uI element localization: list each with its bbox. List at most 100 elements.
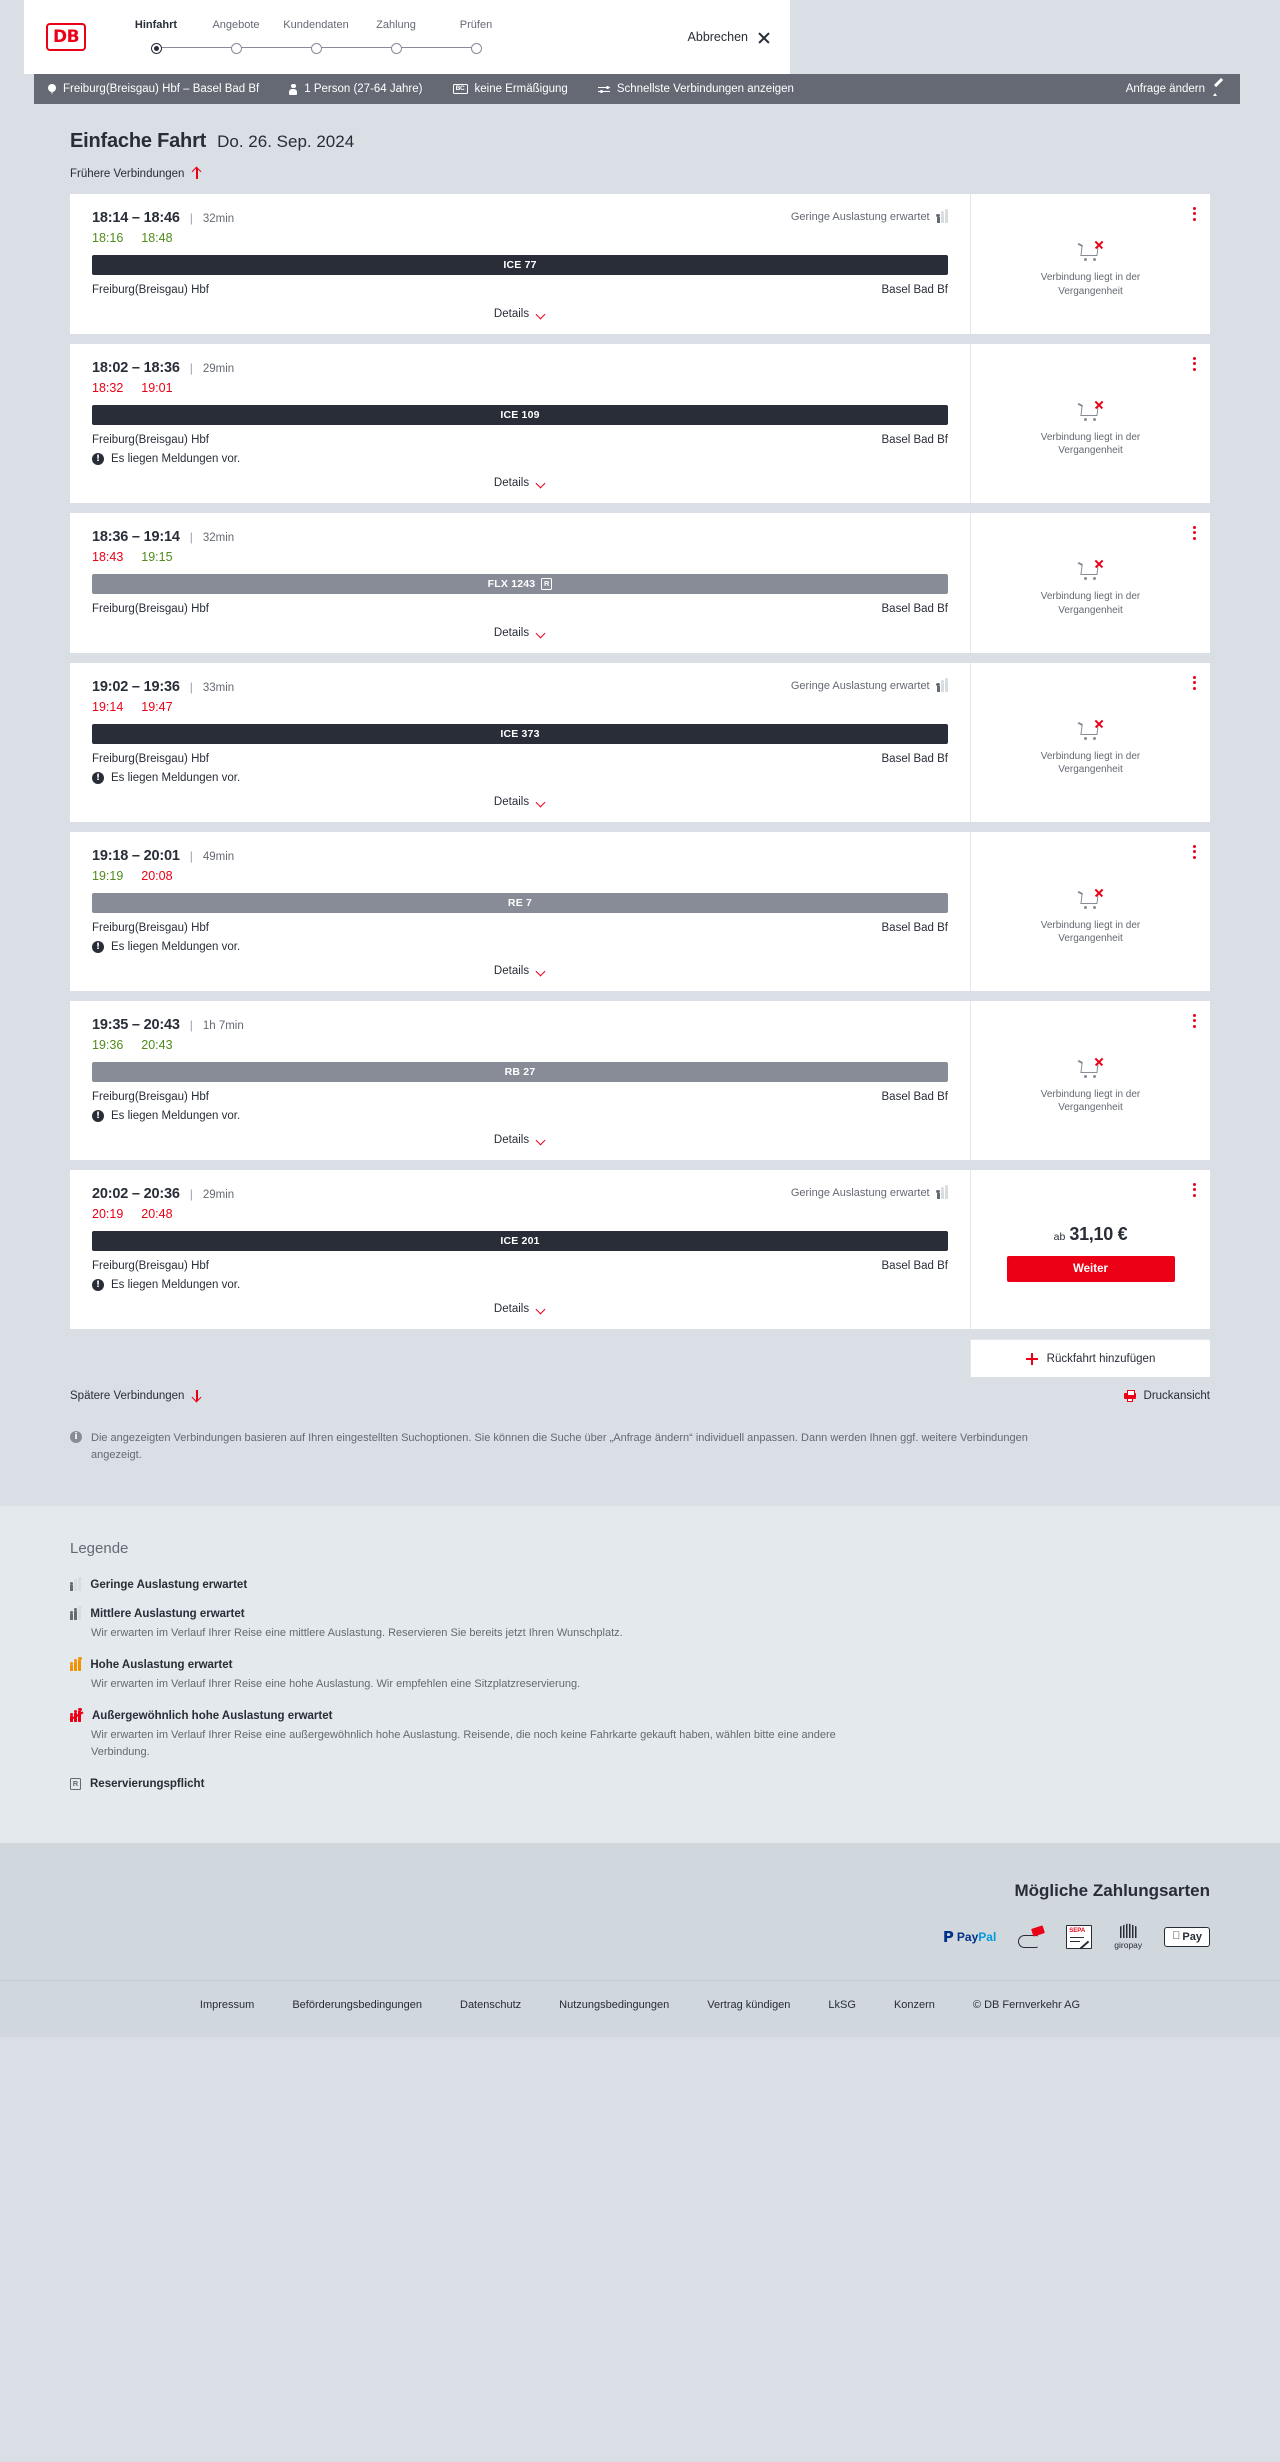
apple-pay-icon:  Pay <box>1164 1926 1210 1947</box>
time-row: 20:02 – 20:36 | 29min <box>92 1186 948 1202</box>
details-toggle[interactable]: Details <box>92 477 948 489</box>
messages-notice[interactable]: ! Es liegen Meldungen vor. <box>92 941 948 953</box>
details-toggle[interactable]: Details <box>92 627 948 639</box>
chevron-down-icon <box>536 1137 546 1144</box>
step-kundendaten[interactable]: Kundendaten <box>276 19 356 55</box>
print-view-button[interactable]: Druckansicht <box>1123 1389 1210 1402</box>
change-request-label: Anfrage ändern <box>1125 83 1205 95</box>
legend-head: Außergewöhnlich hohe Auslastung erwartet <box>69 1707 1280 1722</box>
more-options-button[interactable] <box>1193 207 1196 221</box>
step-pruefen[interactable]: Prüfen <box>436 19 516 55</box>
exclamation-icon: ! <box>92 941 104 953</box>
more-options-button[interactable] <box>1193 845 1196 859</box>
footer-link[interactable]: Impressum <box>199 1999 255 2012</box>
footer-link[interactable]: Beförderungsbedingungen <box>292 1999 422 2012</box>
connection-action-panel: ab 31,10 € Weiter <box>970 1170 1210 1329</box>
step-label: Prüfen <box>459 19 493 31</box>
train-line-bar[interactable]: FLX 1243 R <box>92 574 948 594</box>
realtime-row: 19:19 20:08 <box>92 869 948 883</box>
footer-link[interactable]: Konzern <box>893 1999 935 2012</box>
details-toggle[interactable]: Details <box>92 1303 948 1315</box>
duration-label: 33min <box>202 682 235 694</box>
legend-item: Außergewöhnlich hohe Auslastung erwartet… <box>69 1707 1280 1761</box>
step-zahlung[interactable]: Zahlung <box>356 19 436 55</box>
criteria-route[interactable]: Freiburg(Breisgau) Hbf – Basel Bad Bf <box>48 83 259 95</box>
add-return-trip-button[interactable]: Rückfahrt hinzufügen <box>970 1339 1210 1377</box>
cancel-button[interactable]: Abbrechen <box>688 30 770 44</box>
step-dot-wrap <box>150 41 162 55</box>
criteria-discount[interactable]: BC keine Ermäßigung <box>452 83 568 95</box>
step-hinfahrt[interactable]: Hinfahrt <box>116 19 196 55</box>
continue-button[interactable]: Weiter <box>1006 1255 1175 1282</box>
connection-details: 18:36 – 19:14 | 32min 18:43 19:15 FLX 1243 R Fr… <box>70 513 970 653</box>
criteria-passengers[interactable]: 1 Person (27-64 Jahre) <box>289 83 423 95</box>
train-line-bar[interactable]: RB 27 <box>92 1062 948 1082</box>
connection-card[interactable]: 19:35 – 20:43 | 1h 7min 19:36 20:43 RB 27 Frei… <box>70 1001 1210 1160</box>
legend-description: Wir erwarten im Verlauf Ihrer Reise eine… <box>91 1627 623 1640</box>
more-options-button[interactable] <box>1193 676 1196 690</box>
messages-notice[interactable]: ! Es liegen Meldungen vor. <box>92 453 948 465</box>
connection-card[interactable]: 18:36 – 19:14 | 32min 18:43 19:15 FLX 1243 R Fr… <box>70 513 1210 653</box>
scheduled-time-range: 18:14 – 18:46 <box>92 210 180 226</box>
train-line-bar[interactable]: ICE 201 <box>92 1231 948 1251</box>
realtime-row: 20:19 20:48 <box>92 1207 948 1221</box>
occupancy-indicator: Geringe Auslastung erwartet <box>791 677 949 692</box>
occupancy-bar <box>940 1187 945 1199</box>
occupancy-bar <box>944 677 949 692</box>
list-footer-nav: Spätere Verbindungen Druckansicht <box>70 1389 1210 1402</box>
messages-notice[interactable]: ! Es liegen Meldungen vor. <box>92 772 948 784</box>
footer-link[interactable]: Vertrag kündigen <box>707 1999 791 2012</box>
criteria-passengers-label: 1 Person (27-64 Jahre) <box>304 83 423 95</box>
past-connection-label: Verbindung liegt in der Vergangenheit <box>1040 919 1141 945</box>
occupancy-bar <box>69 1661 74 1671</box>
footer-links-section: Impressum Beförderungsbedingungen Datensch… <box>0 1980 1280 2038</box>
destination-station: Basel Bad Bf <box>881 434 948 446</box>
connection-details: 18:02 – 18:36 | 29min 18:32 19:01 ICE 109 Frei… <box>70 344 970 503</box>
more-options-button[interactable] <box>1193 1014 1196 1028</box>
origin-station: Freiburg(Breisgau) Hbf <box>92 434 209 446</box>
connection-card[interactable]: 19:02 – 19:36 | 33min 19:14 19:47 Geringe Aus… <box>70 663 1210 822</box>
booking-page: DB Hinfahrt Angebote Kundendaten Zahlung <box>0 0 1280 2037</box>
legend-item: R Reservierungspflicht <box>70 1778 1280 1791</box>
step-dot-icon <box>310 42 322 54</box>
step-label: Kundendaten <box>283 19 349 31</box>
connection-card[interactable]: 19:18 – 20:01 | 49min 19:19 20:08 RE 7 Freibur… <box>70 832 1210 991</box>
connection-card[interactable]: 18:02 – 18:36 | 29min 18:32 19:01 ICE 109 Frei… <box>70 344 1210 503</box>
chevron-down-icon <box>536 480 546 487</box>
connection-card[interactable]: 18:14 – 18:46 | 32min 18:16 18:48 Geringe Aus… <box>70 194 1210 334</box>
later-connections-button[interactable]: Spätere Verbindungen <box>70 1389 202 1402</box>
plus-icon <box>1025 1352 1038 1365</box>
connection-card[interactable]: 20:02 – 20:36 | 29min 20:19 20:48 Geringe Aus… <box>70 1170 1210 1377</box>
train-line-bar[interactable]: RE 7 <box>92 893 948 913</box>
details-toggle[interactable]: Details <box>92 1134 948 1146</box>
train-line-bar[interactable]: ICE 373 <box>92 724 948 744</box>
duration-label: 29min <box>202 1189 235 1201</box>
info-icon: i <box>70 1431 82 1443</box>
destination-station: Basel Bad Bf <box>881 1091 948 1103</box>
occupancy-label: Geringe Auslastung erwartet <box>790 211 930 223</box>
change-request-button[interactable]: Anfrage ändern <box>1125 83 1224 96</box>
details-toggle[interactable]: Details <box>92 965 948 977</box>
footer-link[interactable]: LkSG <box>828 1999 856 2012</box>
time-row: 19:18 – 20:01 | 49min <box>92 848 948 864</box>
more-options-button[interactable] <box>1193 526 1196 540</box>
messages-notice[interactable]: ! Es liegen Meldungen vor. <box>92 1279 948 1291</box>
footer-link[interactable]: Nutzungsbedingungen <box>559 1999 670 2012</box>
train-line-bar[interactable]: ICE 77 <box>92 255 948 275</box>
arrow-down-icon <box>191 1389 202 1402</box>
realtime-row: 18:43 19:15 <box>92 550 948 564</box>
train-line-bar[interactable]: ICE 109 <box>92 405 948 425</box>
occupancy-bar <box>73 1579 78 1591</box>
step-angebote[interactable]: Angebote <box>196 19 276 55</box>
earlier-connections-button[interactable]: Frühere Verbindungen <box>70 167 1280 180</box>
messages-notice[interactable]: ! Es liegen Meldungen vor. <box>92 1110 948 1122</box>
legend-head: Mittlere Auslastung erwartet <box>69 1605 1280 1620</box>
more-options-button[interactable] <box>1193 357 1196 371</box>
details-toggle[interactable]: Details <box>92 796 948 808</box>
more-options-button[interactable] <box>1193 1183 1196 1197</box>
origin-station: Freiburg(Breisgau) Hbf <box>92 1091 209 1103</box>
criteria-sort[interactable]: Schnellste Verbindungen anzeigen <box>597 83 794 95</box>
realtime-departure: 19:14 <box>92 700 124 714</box>
footer-link[interactable]: Datenschutz <box>460 1999 522 2012</box>
details-toggle[interactable]: Details <box>92 308 948 320</box>
